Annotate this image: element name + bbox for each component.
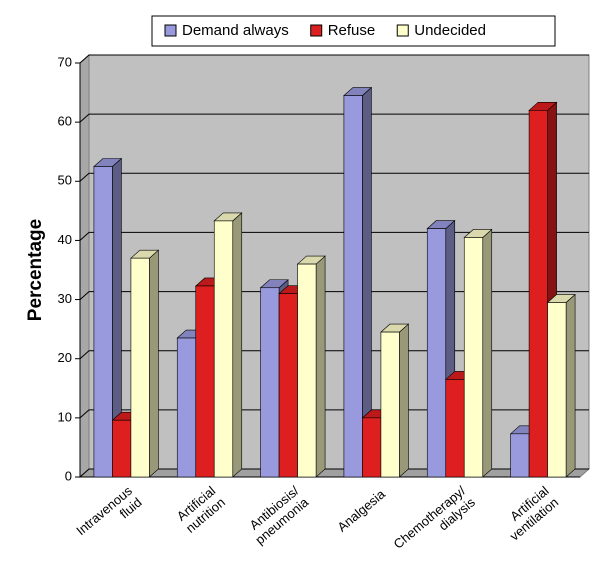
grid-line [79,231,589,241]
bar [546,293,576,478]
grid-line [79,468,589,478]
bar [130,249,160,478]
bar-front [176,337,197,478]
y-tick-label: 20 [58,350,72,365]
bar-front [510,433,530,478]
y-tick-label: 40 [58,232,72,247]
y-tick-label: 10 [58,409,72,424]
x-tick-label: Intravenousfluid [74,483,146,550]
bar-side [149,249,159,478]
y-tick-label: 70 [58,54,72,69]
bar [93,157,123,478]
bar-front [426,228,447,478]
back-wall [88,54,590,470]
x-tick-label: Chemotherapy/dialysis [391,483,479,563]
bar-side [399,323,409,478]
bar-front [297,263,317,478]
legend-swatch [396,24,409,37]
bar-front [528,110,548,478]
x-tick-label: Analgesia [334,486,388,535]
bar-front [362,417,382,478]
legend-swatch [164,24,177,37]
grid-line [79,409,589,419]
y-tick-label: 0 [65,468,72,483]
bar-side [315,255,326,478]
legend-label: Undecided [414,22,486,39]
bar-front [343,95,363,478]
grid-line [79,54,589,64]
grid-line [79,291,589,300]
bar-front [380,331,400,478]
bar-front [463,237,484,478]
legend: Demand always Refuse Undecided [151,15,556,47]
grid-line [79,113,589,123]
bar-front [445,379,465,478]
bar-front [213,220,234,478]
bar-side [565,293,576,478]
bar-front [260,287,280,478]
bar-side [232,212,243,478]
bar [296,255,326,478]
bar [343,86,373,478]
grid-line [79,350,589,360]
bar-front [112,419,132,478]
y-tick-label: 50 [58,173,72,188]
y-tick-label: 30 [58,291,72,306]
bar-side [482,228,493,478]
bar-front [130,257,150,478]
y-axis-label: Percentage [25,219,46,321]
grid-line [79,172,589,182]
bar [463,228,493,478]
x-tick-label: Artificialventilation [497,483,561,544]
bar-front [278,293,298,478]
x-tick-label: Antibiosis/pneumonia [243,483,312,548]
bar-front [93,166,113,478]
legend-swatch [310,24,323,37]
x-tick-label: Artificialnutrition [173,483,228,536]
legend-box [151,15,556,47]
bar-front [547,302,567,478]
legend-label: Demand always [182,22,289,39]
bar [213,212,243,478]
legend-label: Refuse [328,22,376,39]
bar-front [195,285,215,478]
bar [380,323,410,478]
y-tick-label: 60 [58,114,72,129]
